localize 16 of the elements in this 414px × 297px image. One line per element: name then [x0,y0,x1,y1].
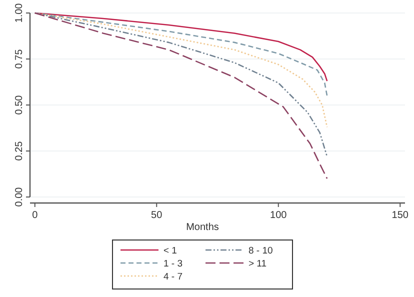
legend-label: < 1 [164,246,177,256]
y-tick-label: 0.75 [14,48,25,69]
y-tick-label: 0.25 [14,140,25,161]
y-tick-label: 1.00 [14,2,25,23]
line-series [34,12,328,96]
x-tick-label: 100 [270,210,288,221]
legend-label: 1 - 3 [164,258,183,270]
legend-label: 4 - 7 [164,272,183,282]
y-tick-label: 0.50 [14,94,25,115]
x-tick-label: 50 [151,210,163,221]
legend-label: 8 - 10 [248,246,273,256]
legend-label: > 11 [248,258,267,270]
x-axis-title: Months [186,222,219,233]
y-tick-label: 0.00 [14,186,25,207]
x-tick-label: 150 [392,210,409,221]
x-tick-label: 0 [32,210,38,221]
